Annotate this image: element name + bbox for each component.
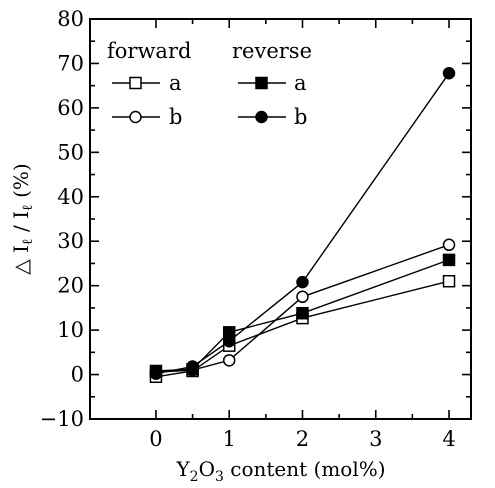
- legend-marker-reverse-a: [255, 76, 268, 90]
- point-reverse-b: [186, 360, 199, 373]
- point-reverse-a: [296, 306, 309, 320]
- x-axis-title-sub-2: 2: [190, 469, 199, 485]
- y-axis-title-sub-l1: ℓ: [20, 238, 36, 245]
- plot-frame: [89, 18, 472, 420]
- y-axis-title-sub-l2: ℓ: [20, 204, 36, 211]
- y-axis-title-slash-i: / I: [9, 211, 33, 238]
- x-axis-title-rest: content (mol%): [224, 457, 386, 481]
- x-axis-title-o: O: [199, 457, 215, 481]
- y-axis-title: △ Iℓ / Iℓ (%): [9, 163, 36, 274]
- y-tick-label: 0: [71, 363, 84, 387]
- legend: forward reverse a a b b: [107, 39, 312, 129]
- x-tick-label: 4: [442, 427, 455, 451]
- point-forward-a: [442, 274, 456, 288]
- y-tick-label: 70: [57, 51, 84, 75]
- y-tick-label: 50: [57, 140, 84, 164]
- point-reverse-b: [442, 66, 456, 80]
- legend-marker-forward-b: [129, 110, 142, 124]
- y-tick-label: 10: [57, 318, 84, 342]
- x-tick-label: 1: [223, 427, 236, 451]
- y-axis-title-unit: (%): [9, 163, 33, 204]
- point-forward-b: [222, 354, 236, 367]
- x-tick-label: 0: [149, 427, 162, 451]
- series-layer: [149, 66, 456, 384]
- legend-header-forward: forward: [107, 39, 191, 63]
- y-tick-label: 80: [57, 7, 84, 31]
- point-forward-b: [296, 290, 309, 304]
- legend-header-reverse: reverse: [232, 39, 312, 63]
- point-reverse-a: [442, 253, 456, 267]
- y-tick-label: 30: [57, 229, 84, 253]
- point-reverse-b: [222, 334, 236, 348]
- point-reverse-b: [149, 367, 163, 380]
- y-tick-label: −10: [40, 407, 84, 431]
- legend-label-reverse-a: a: [294, 71, 307, 95]
- y-axis-title-delta-i: △ I: [9, 245, 33, 275]
- legend-label-forward-b: b: [169, 105, 182, 129]
- legend-label-reverse-b: b: [294, 105, 307, 129]
- ticks-layer: −10 0 10 20 30 40 50 60 70 80 0 1 2 3 4: [40, 7, 471, 451]
- x-tick-label: 3: [369, 427, 382, 451]
- legend-marker-forward-a: [129, 76, 142, 90]
- legend-label-forward-a: a: [169, 71, 182, 95]
- y-tick-label: 40: [57, 185, 84, 209]
- point-reverse-b: [296, 275, 309, 289]
- point-forward-b: [442, 238, 456, 252]
- y-tick-label: 60: [57, 96, 84, 120]
- x-axis-title: Y2O3 content (mol%): [175, 457, 385, 485]
- legend-marker-reverse-b: [255, 110, 268, 124]
- series-markers: [149, 66, 456, 384]
- x-axis-title-sub-3: 3: [215, 469, 224, 485]
- x-tick-label: 2: [296, 427, 309, 451]
- x-axis-title-y: Y: [175, 457, 190, 481]
- y-tick-label: 20: [57, 274, 84, 298]
